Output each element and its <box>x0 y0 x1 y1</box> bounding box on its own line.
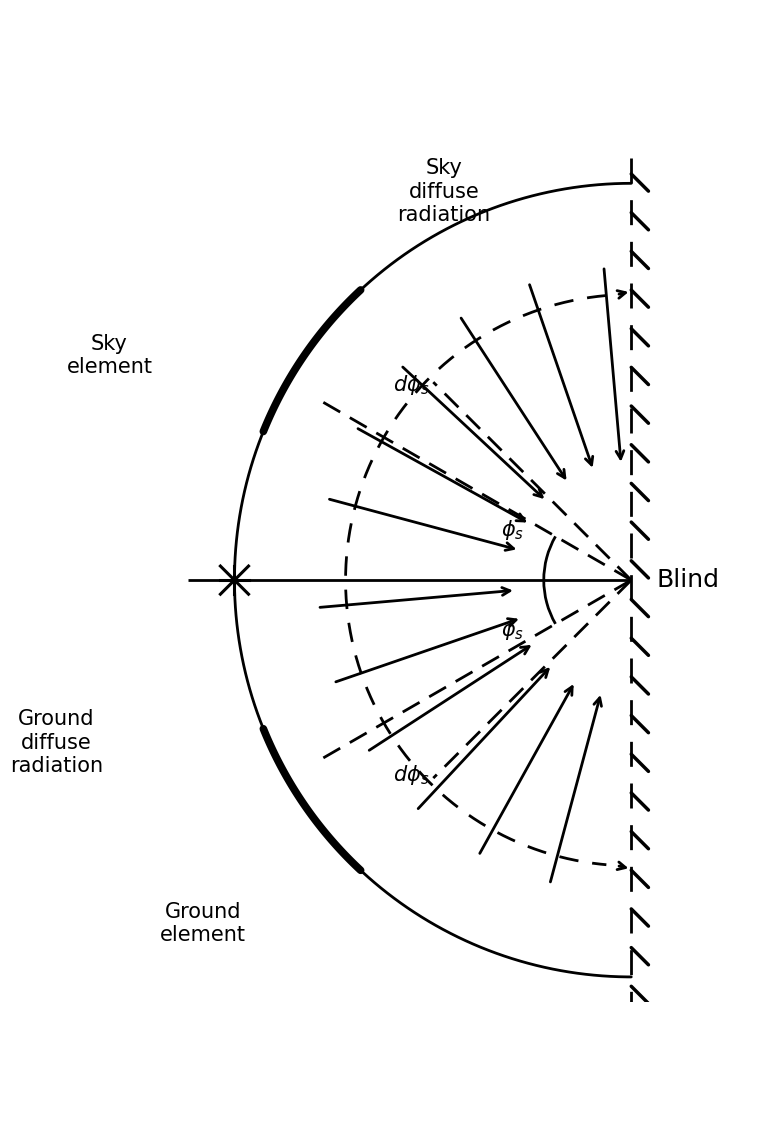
Text: $\phi_s$: $\phi_s$ <box>501 618 524 642</box>
Text: $d\phi_s$: $d\phi_s$ <box>393 763 430 787</box>
Text: Sky
element: Sky element <box>67 333 153 377</box>
Text: Sky
diffuse
radiation: Sky diffuse radiation <box>397 158 490 225</box>
Text: Blind: Blind <box>657 568 719 592</box>
Text: $d\phi_s$: $d\phi_s$ <box>393 374 430 397</box>
Text: Ground
diffuse
radiation: Ground diffuse radiation <box>10 709 103 776</box>
Text: Ground
element: Ground element <box>160 902 246 945</box>
Text: $\phi_s$: $\phi_s$ <box>501 518 524 542</box>
